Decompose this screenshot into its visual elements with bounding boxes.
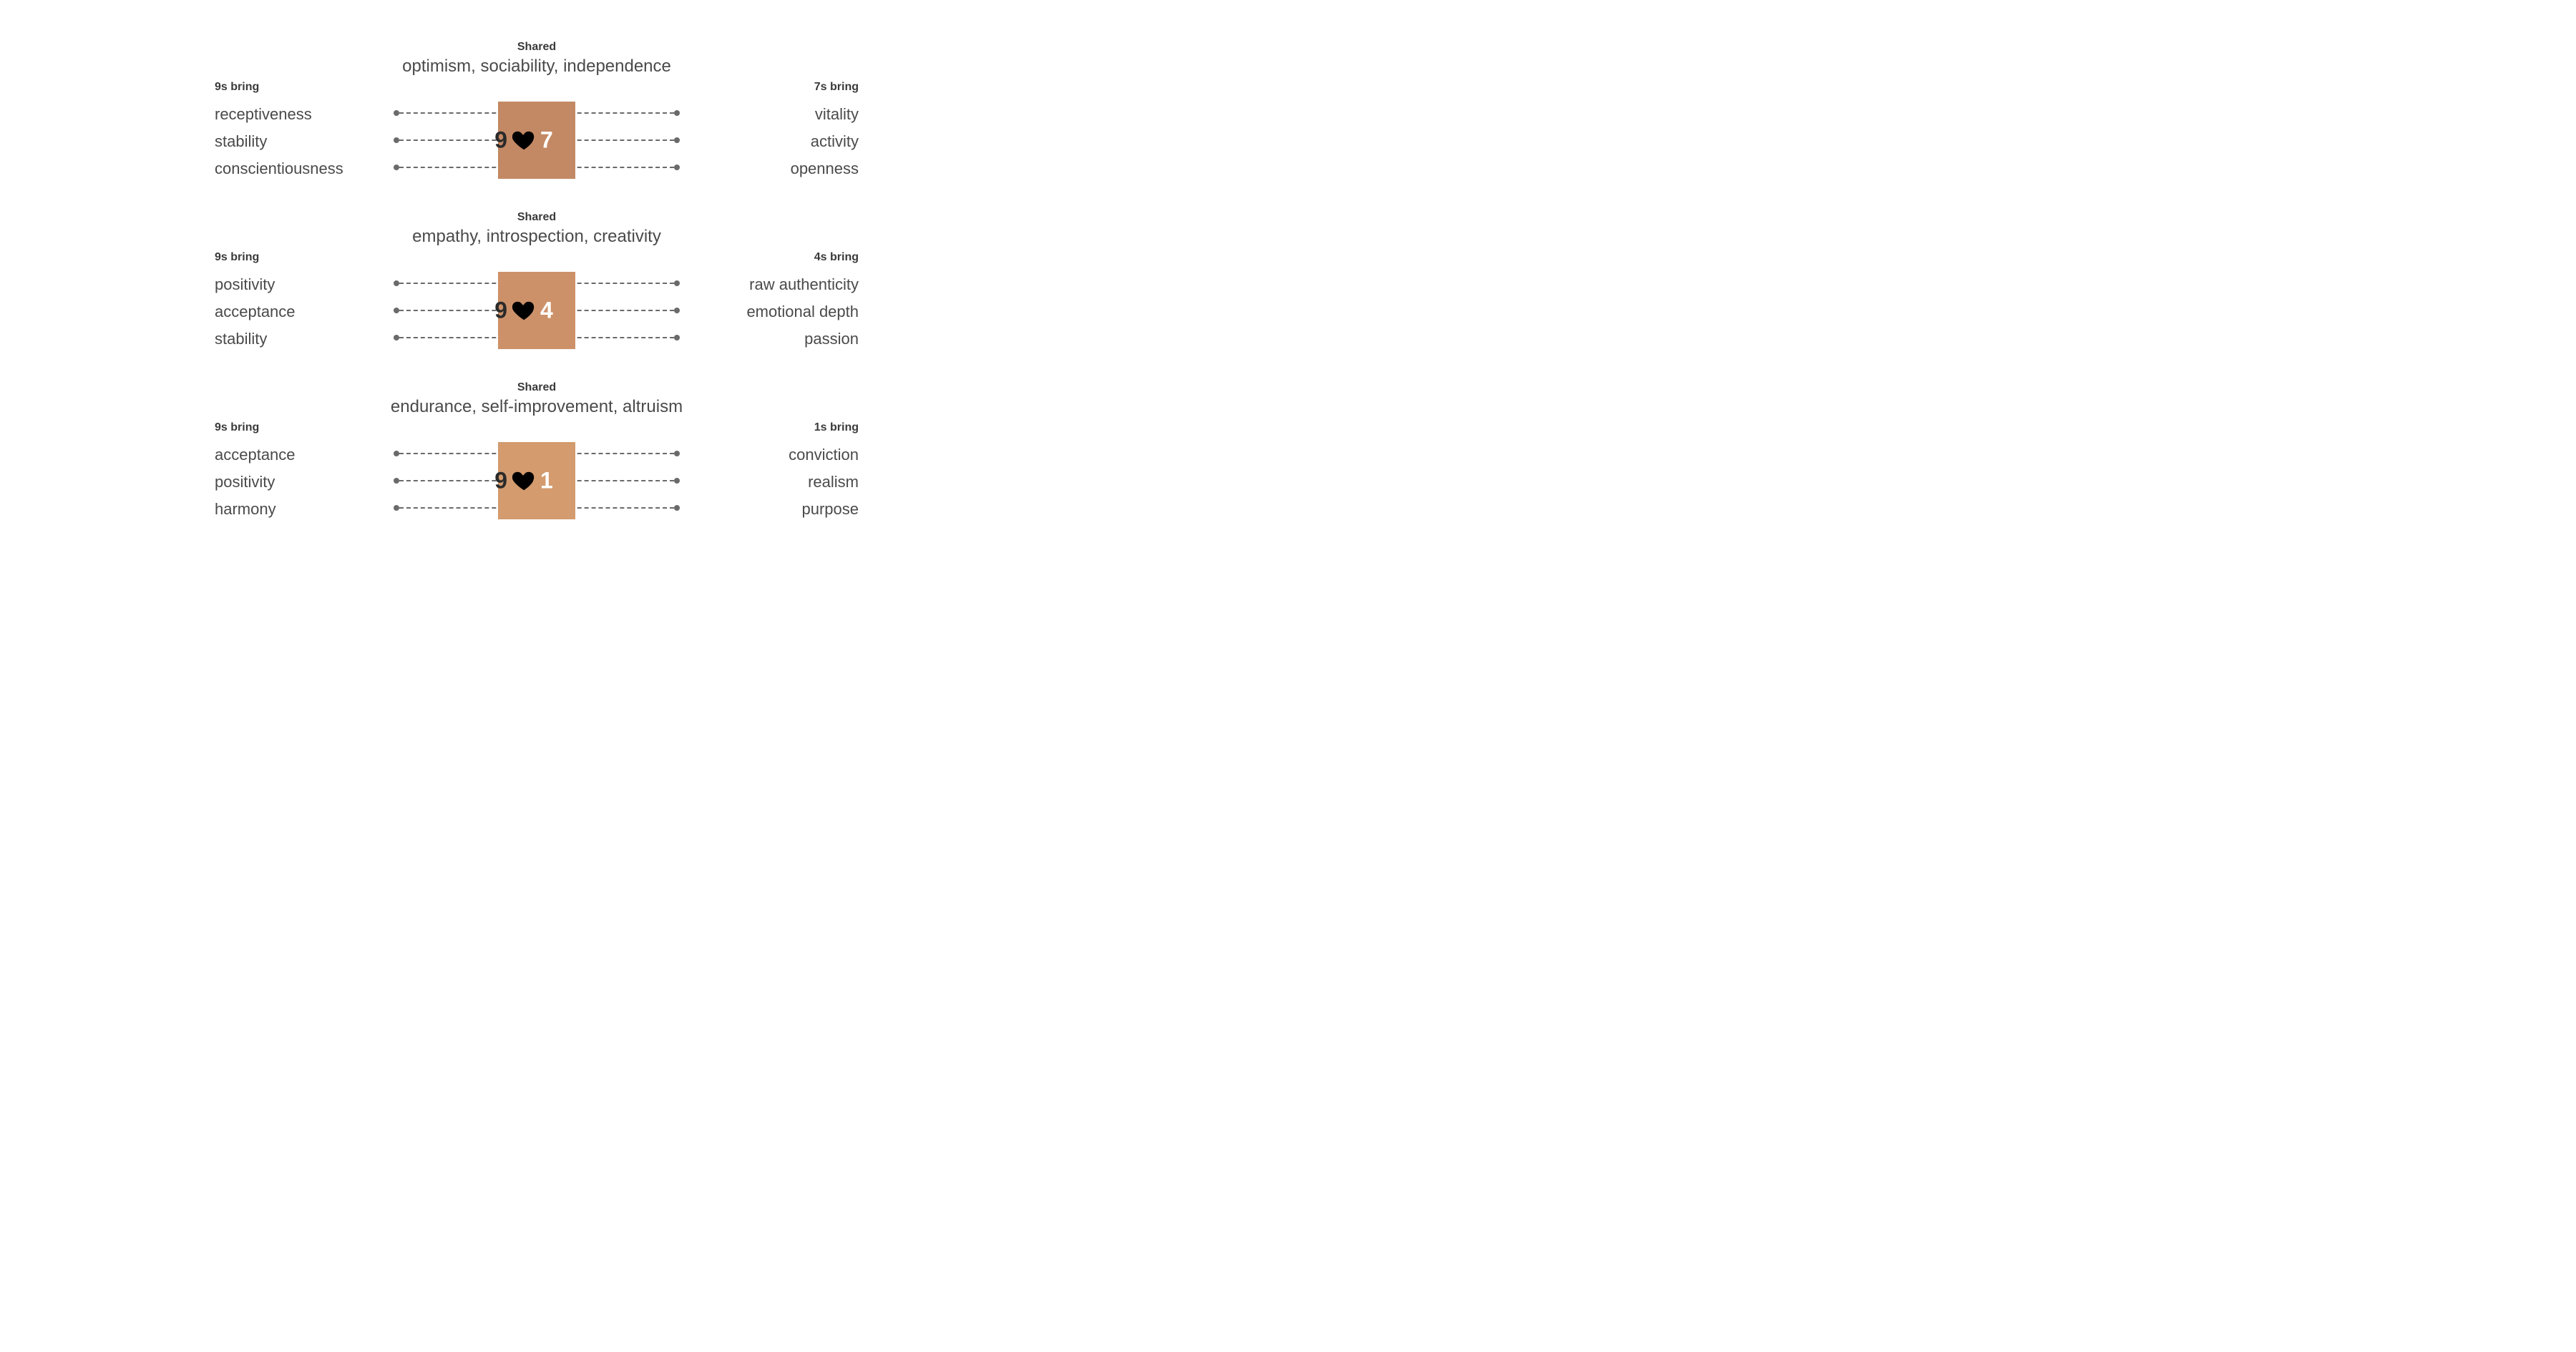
pairing-0: Shared optimism, sociability, independenc…	[215, 41, 859, 182]
left-number: 9	[494, 468, 507, 494]
trait-left: receptiveness	[215, 101, 394, 128]
trait-right: purpose	[680, 496, 859, 523]
center-graphic: .97	[394, 81, 680, 181]
dot-icon	[674, 165, 680, 170]
trait-right: raw authenticity	[680, 271, 859, 298]
pairing-1: Shared empathy, introspection, creativity…	[215, 211, 859, 353]
dot-icon	[394, 165, 399, 170]
right-number: 1	[540, 468, 553, 494]
right-bring-label: 4s bring	[680, 251, 859, 264]
dot-icon	[394, 478, 399, 484]
columns: 9s bringacceptancepositivityharmony.911s…	[215, 421, 859, 523]
dot-icon	[674, 451, 680, 456]
left-number: 9	[494, 127, 507, 154]
dot-icon	[674, 308, 680, 313]
shared-label: Shared	[517, 41, 556, 54]
center-graphic: .91	[394, 421, 680, 521]
trait-left: conscientiousness	[215, 155, 394, 182]
trait-right: passion	[680, 325, 859, 353]
heart-icon	[512, 469, 536, 493]
trait-right: activity	[680, 128, 859, 155]
dot-icon	[394, 505, 399, 511]
trait-right: conviction	[680, 441, 859, 469]
columns: 9s bring receptivenessstabilityconscienti…	[215, 81, 859, 182]
dot-icon	[674, 280, 680, 286]
center-graphic: .94	[394, 251, 680, 351]
trait-left: stability	[215, 325, 394, 353]
right-column: 1s bring convictionrealismpurpose	[680, 421, 859, 523]
trait-left: harmony	[215, 496, 394, 523]
shared-traits: endurance, self-improvement, altruism	[391, 397, 683, 417]
trait-left: positivity	[215, 469, 394, 496]
shared-traits: empathy, introspection, creativity	[412, 227, 661, 247]
right-bring-label: 1s bring	[680, 421, 859, 434]
left-column: 9s bring positivityacceptancestability	[215, 251, 394, 353]
dot-icon	[674, 137, 680, 143]
right-column: 7s bring vitalityactivityopenness	[680, 81, 859, 182]
trait-right: openness	[680, 155, 859, 182]
right-number: 7	[540, 127, 553, 154]
dot-icon	[394, 110, 399, 116]
dot-icon	[674, 110, 680, 116]
dot-icon	[394, 451, 399, 456]
left-bring-label: 9s bring	[215, 421, 394, 434]
left-number: 9	[494, 298, 507, 324]
left-column: 9s bring acceptancepositivityharmony	[215, 421, 394, 523]
shared-label: Shared	[517, 211, 556, 224]
dot-icon	[394, 335, 399, 341]
right-bring-label: 7s bring	[680, 81, 859, 94]
trait-right: emotional depth	[680, 298, 859, 325]
left-bring-label: 9s bring	[215, 81, 394, 94]
dot-icon	[394, 137, 399, 143]
right-number: 4	[540, 298, 553, 324]
shared-label: Shared	[517, 381, 556, 394]
right-column: 4s bring raw authenticityemotional depthp…	[680, 251, 859, 353]
dot-icon	[394, 280, 399, 286]
left-bring-label: 9s bring	[215, 251, 394, 264]
pairing-2: Shared endurance, self-improvement, altru…	[215, 381, 859, 523]
left-column: 9s bring receptivenessstabilityconscienti…	[215, 81, 394, 182]
heart-icon	[512, 298, 536, 323]
trait-left: stability	[215, 128, 394, 155]
trait-right: realism	[680, 469, 859, 496]
dot-icon	[674, 505, 680, 511]
trait-right: vitality	[680, 101, 859, 128]
dot-icon	[394, 308, 399, 313]
columns: 9s bringpositivityacceptancestability.94…	[215, 251, 859, 353]
shared-traits: optimism, sociability, independence	[402, 57, 671, 77]
dot-icon	[674, 478, 680, 484]
heart-icon	[512, 128, 536, 152]
trait-left: positivity	[215, 271, 394, 298]
trait-left: acceptance	[215, 441, 394, 469]
dot-icon	[674, 335, 680, 341]
trait-left: acceptance	[215, 298, 394, 325]
